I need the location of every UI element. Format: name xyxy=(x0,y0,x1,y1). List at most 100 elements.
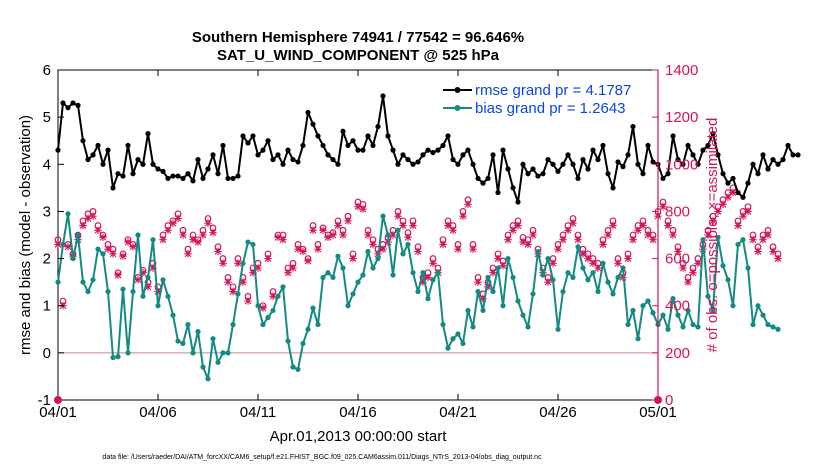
bias-series-point xyxy=(285,338,291,344)
obs-assimilated-point xyxy=(439,240,447,249)
rmse-series-point xyxy=(495,189,501,196)
bias-series-point xyxy=(250,241,256,248)
obs-assimilated-point xyxy=(479,294,487,303)
rmse-series-point xyxy=(570,161,576,167)
bias-series-point xyxy=(500,303,506,309)
bias-series-point xyxy=(355,279,361,285)
obs-assimilated-point xyxy=(624,254,632,263)
bias-series-point xyxy=(370,265,376,271)
rmse-series-point xyxy=(415,159,421,165)
obs-assimilated-point xyxy=(564,226,572,234)
rmse-series-point xyxy=(100,161,106,167)
obs-assimilated-point xyxy=(79,221,87,230)
obs-assimilated-point xyxy=(139,269,147,277)
rmse-series-point xyxy=(235,173,241,179)
rmse-series-point xyxy=(480,180,486,186)
obs-assimilated-point xyxy=(704,231,712,239)
rmse-series-point xyxy=(545,156,551,163)
bias-series-point xyxy=(755,303,761,309)
rmse-series-point xyxy=(300,142,306,149)
y-tick-label: 0 xyxy=(43,345,51,362)
obs-assimilated-point xyxy=(569,219,577,227)
bias-series-point xyxy=(110,354,116,361)
bias-series-point xyxy=(350,291,356,297)
bias-series-point xyxy=(540,272,546,278)
obs-assimilated-point xyxy=(689,269,697,277)
rmse-series-point xyxy=(660,175,666,182)
bias-series-point xyxy=(695,324,701,330)
rmse-series-point xyxy=(605,171,611,177)
bias-series-point xyxy=(400,251,406,257)
obs-assimilated-point xyxy=(559,236,567,244)
rmse-series-point xyxy=(500,147,506,153)
rmse-series-point xyxy=(270,156,276,163)
rmse-series-point xyxy=(125,142,131,149)
rmse-series-point xyxy=(530,166,536,172)
bias-series-point xyxy=(745,265,751,271)
obs-assimilated-point xyxy=(659,203,667,211)
rmse-series-point xyxy=(255,152,261,158)
bias-series-point xyxy=(235,291,241,297)
rmse-series-point xyxy=(95,142,101,149)
legend-rmse-label: rmse grand pr = 4.1787 xyxy=(475,82,631,99)
y2-tick-label: 1200 xyxy=(665,109,698,126)
bias-series-point xyxy=(395,227,401,233)
rmse-series-point xyxy=(765,166,771,172)
rmse-series-point xyxy=(425,147,431,153)
obs-assimilated-point xyxy=(314,245,322,253)
obs-assimilated-point xyxy=(494,254,502,263)
rmse-series-point xyxy=(565,152,571,158)
rmse-series-point xyxy=(505,166,511,172)
rmse-series-point xyxy=(650,159,656,165)
rmse-series-point xyxy=(80,138,86,144)
bias-series-point xyxy=(65,211,71,217)
bias-series-point xyxy=(300,340,306,347)
rmse-series-point xyxy=(285,147,291,153)
bias-series-point xyxy=(560,288,566,295)
obs-assimilated-point xyxy=(749,236,757,244)
bias-series-point xyxy=(210,336,216,342)
rmse-series-point xyxy=(305,109,311,116)
obs-assimilated-point xyxy=(629,236,637,244)
obs-assimilated-point xyxy=(344,217,352,225)
rmse-series-point xyxy=(205,166,211,172)
bias-series-point xyxy=(335,253,341,259)
obs-assimilated-point xyxy=(359,205,367,213)
obs-assimilated-point xyxy=(204,219,212,227)
bias-series-point xyxy=(115,354,121,360)
rmse-series-point xyxy=(165,175,171,182)
rmse-series-point xyxy=(295,159,301,165)
obs-assimilated-point xyxy=(94,226,102,234)
rmse-series-point xyxy=(375,123,381,130)
y2-tick-label: 400 xyxy=(665,298,690,315)
obs-assimilated-point xyxy=(339,231,347,239)
rmse-series-point xyxy=(615,159,621,165)
rmse-series-point xyxy=(60,100,66,106)
rmse-series-point xyxy=(710,131,716,137)
rmse-series-point xyxy=(780,156,786,163)
bias-series-point xyxy=(700,237,706,243)
rmse-series-point xyxy=(170,173,176,179)
obs-assimilated-point xyxy=(254,264,262,272)
bias-series-point xyxy=(240,260,246,266)
rmse-series-point xyxy=(265,138,271,144)
bias-series-point xyxy=(765,321,771,328)
obs-assimilated-point xyxy=(544,278,552,286)
bias-series-point xyxy=(455,331,461,337)
bias-series-point xyxy=(750,321,756,328)
bias-series-point xyxy=(95,246,101,252)
obs-assimilated-point xyxy=(754,247,762,256)
obs-assimilated-point xyxy=(54,240,62,249)
bias-series-point xyxy=(360,272,366,278)
obs-assimilated-point xyxy=(309,226,317,234)
obs-assimilated-point xyxy=(264,254,272,263)
bias-series-point xyxy=(625,321,631,328)
rmse-series-point xyxy=(70,100,76,106)
rmse-series-point xyxy=(695,161,701,167)
bias-series-point xyxy=(520,312,526,318)
rmse-series-point xyxy=(380,93,386,99)
bias-series-point xyxy=(585,277,591,283)
rmse-series-point xyxy=(715,152,721,158)
obs-assimilated-point xyxy=(709,217,717,225)
rmse-series-point xyxy=(150,161,156,167)
